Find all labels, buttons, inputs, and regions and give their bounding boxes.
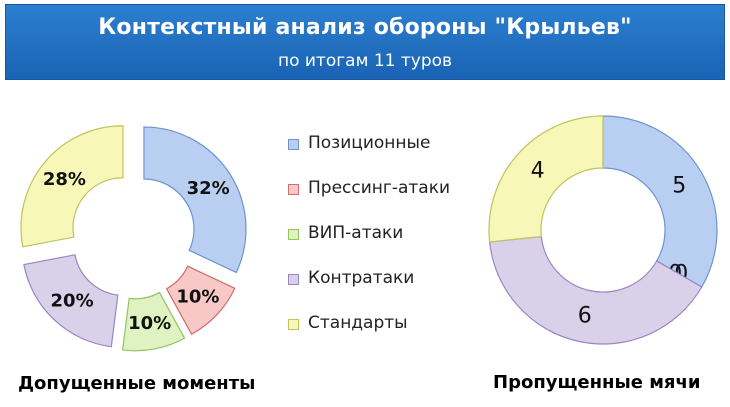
chart2-label-setpieces: 4 bbox=[531, 159, 545, 184]
chart2-label-positional: 5 bbox=[672, 174, 686, 199]
legend-swatch-pressing bbox=[288, 184, 299, 195]
chart1-slice-vip bbox=[121, 291, 186, 352]
chart2-slice-counter bbox=[488, 235, 703, 345]
legend-swatch-setpieces bbox=[288, 319, 299, 330]
chart1-slice-counter bbox=[23, 254, 119, 348]
legend-label-pressing: Прессинг-атаки bbox=[308, 178, 451, 198]
chart1-label-positional: 32% bbox=[187, 178, 230, 199]
chart-caption-goals: Пропущенные мячи bbox=[493, 372, 701, 393]
chart1-label-vip: 10% bbox=[128, 313, 171, 334]
chart-subtitle: по итогам 11 туров bbox=[277, 51, 453, 71]
chart1-label-setpieces: 28% bbox=[43, 169, 86, 190]
chart1-label-counter: 20% bbox=[51, 290, 94, 311]
chart2-slice-positional bbox=[602, 115, 718, 288]
chart-title: Контекстный анализ обороны "Крыльев" bbox=[98, 15, 632, 40]
legend-swatch-counter bbox=[288, 274, 299, 285]
chart1-slice-pressing bbox=[165, 265, 236, 336]
legend-label-positional: Позиционные bbox=[308, 133, 431, 153]
legend-swatch-vip bbox=[288, 229, 299, 240]
chart2-label-counter: 6 bbox=[578, 304, 592, 329]
legend-swatch-positional bbox=[288, 139, 299, 150]
legend-label-setpieces: Стандарты bbox=[308, 313, 408, 333]
chart1-slice-positional bbox=[143, 126, 247, 274]
legend-label-counter: Контратаки bbox=[308, 268, 415, 288]
chart-caption-chances: Допущенные моменты bbox=[18, 373, 256, 394]
chart1-slice-setpieces bbox=[20, 125, 124, 248]
legend-label-vip: ВИП-атаки bbox=[308, 223, 404, 243]
chart2-slice-setpieces bbox=[488, 115, 604, 243]
header-banner: Контекстный анализ обороны "Крыльев" по … bbox=[5, 4, 725, 80]
chart1-label-pressing: 10% bbox=[176, 286, 219, 307]
